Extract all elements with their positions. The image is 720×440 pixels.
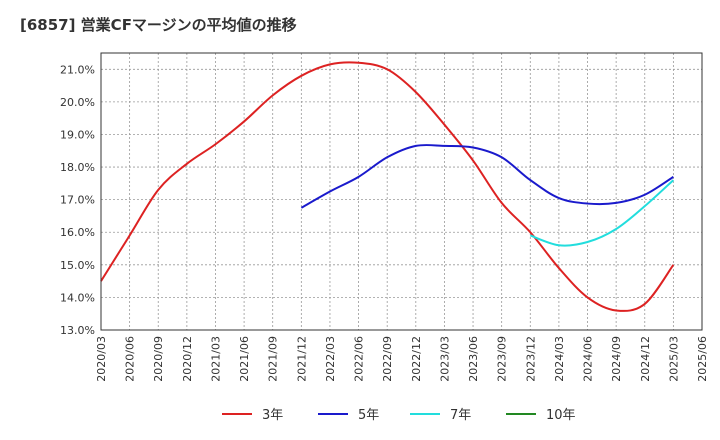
legend-label-4: 10年	[546, 408, 576, 423]
legend-label-2: 5年	[358, 408, 379, 423]
x-tick-label: 2020/12	[181, 336, 194, 382]
x-tick-label: 2024/09	[610, 336, 623, 382]
x-tick-label: 2023/03	[438, 336, 451, 382]
x-tick-label: 2021/03	[209, 336, 222, 382]
legend-label-1: 3年	[262, 408, 283, 423]
x-tick-label: 2022/03	[324, 336, 337, 382]
x-tick-label: 2022/06	[353, 336, 366, 382]
x-tick-label: 2020/09	[152, 336, 165, 382]
y-axis-ticks: 13.0% 14.0% 15.0% 16.0% 17.0% 18.0% 19.0% 20.0%…	[60, 63, 95, 337]
y-tick-label: 17.0%	[60, 194, 95, 207]
x-tick-label: 2025/03	[667, 336, 680, 382]
x-tick-label: 2024/03	[553, 336, 566, 382]
legend: 3年 5年 7年 10年	[222, 408, 576, 423]
x-axis-ticks: 2020/03 2020/06 2020/09 2020/12 2021/03 2021/…	[95, 336, 709, 382]
x-tick-label: 2025/06	[696, 336, 709, 382]
plot-frame	[100, 52, 703, 331]
x-tick-label: 2020/03	[95, 336, 108, 382]
x-tick-label: 2022/09	[381, 336, 394, 382]
x-tick-label: 2021/06	[238, 336, 251, 382]
x-tick-label: 2024/06	[582, 336, 595, 382]
y-tick-label: 14.0%	[60, 291, 95, 304]
x-tick-label: 2022/12	[410, 336, 423, 382]
y-tick-label: 16.0%	[60, 226, 95, 239]
x-tick-label: 2023/06	[467, 336, 480, 382]
x-tick-label: 2021/09	[267, 336, 280, 382]
series-line-1	[100, 61, 675, 312]
y-tick-label: 15.0%	[60, 259, 95, 272]
x-tick-label: 2023/09	[496, 336, 509, 382]
chart-title: [6857] 営業CFマージンの平均値の推移	[20, 16, 297, 34]
series-line-2	[300, 143, 674, 209]
x-tick-label: 2024/12	[639, 336, 652, 382]
y-tick-label: 20.0%	[60, 96, 95, 109]
series-lines	[100, 61, 675, 312]
x-tick-label: 2021/12	[295, 336, 308, 382]
series-line-3	[529, 179, 675, 247]
y-tick-label: 13.0%	[60, 324, 95, 337]
grid	[100, 53, 703, 331]
y-tick-label: 21.0%	[60, 63, 95, 76]
x-tick-label: 2020/06	[124, 336, 137, 382]
y-tick-label: 19.0%	[60, 128, 95, 141]
legend-label-3: 7年	[450, 408, 471, 423]
y-tick-label: 18.0%	[60, 161, 95, 174]
x-tick-label: 2023/12	[524, 336, 537, 382]
